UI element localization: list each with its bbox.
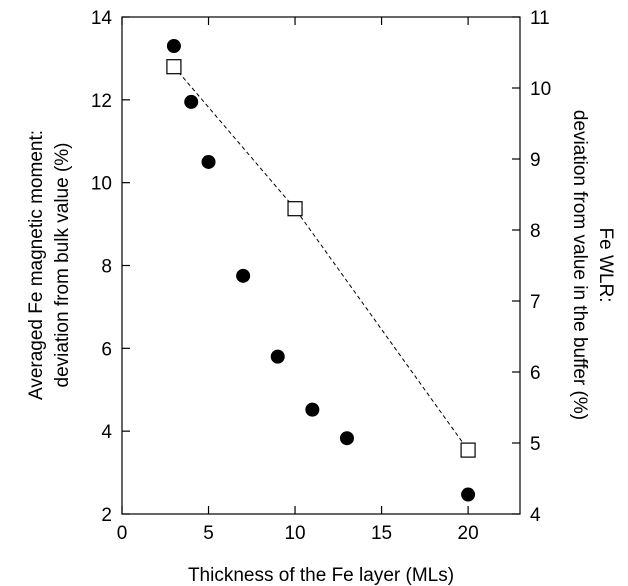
y-left-tick-label-12: 12 [91,91,112,112]
left-axis-label-line2: deviation from bulk value (%) [52,143,73,388]
x-tick-label-15: 15 [371,523,392,544]
series-1-dashed-line [173,66,469,451]
series-0-point-3 [236,268,251,283]
right-axis-label-line2: deviation from value in the buffer (%) [569,110,590,420]
y-right-tick-label-11: 11 [530,8,550,29]
y-right-tick-label-8: 8 [530,221,541,242]
series-0-point-7 [461,487,476,502]
y-left-tick-label-8: 8 [101,257,112,278]
y-right-tick-label-4: 4 [530,505,541,526]
y-left-tick-label-4: 4 [101,422,112,443]
series-1-point-0 [166,59,182,75]
y-left-tick-label-10: 10 [91,174,112,195]
x-tick-label-20: 20 [458,523,479,544]
y-left-tick-label-6: 6 [101,339,112,360]
y-right-tick-label-6: 6 [530,363,541,384]
series-0-point-4 [270,349,285,364]
y-left-tick-label-2: 2 [101,505,112,526]
left-axis-label-line1: Averaged Fe magnetic moment: [26,130,47,400]
y-right-tick-label-9: 9 [530,150,541,171]
axis-tick-labels: 0 5 10 15 20 2 4 6 8 10 12 14 4 5 6 7 8 9 10 11 [91,8,551,544]
y-right-tick-label-7: 7 [530,292,541,313]
x-tick-label-0: 0 [117,523,128,544]
right-axis-label-line1: Fe WLR: [595,228,616,303]
series-0-point-5 [305,402,320,417]
x-tick-label-5: 5 [203,523,214,544]
series-0-point-2 [201,154,216,169]
y-right-tick-label-10: 10 [530,79,551,100]
x-tick-label-10: 10 [284,523,305,544]
series-1-point-2 [460,442,476,458]
series-0-point-6 [339,431,354,446]
axis-ticks [121,16,520,515]
y-left-tick-label-14: 14 [91,8,113,29]
data-points [166,38,476,502]
y-right-tick-label-5: 5 [530,434,541,455]
x-axis-label: Thickness of the Fe layer (MLs) [188,565,454,586]
series-0-point-1 [184,94,199,109]
series-1-point-1 [287,201,303,217]
series-line-group [173,66,469,451]
series-0-point-0 [166,38,181,53]
